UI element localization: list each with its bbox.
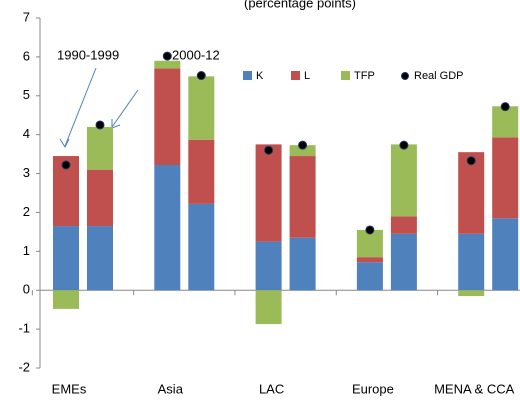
gdp-dot bbox=[61, 160, 71, 170]
bar-segment bbox=[255, 290, 282, 325]
bar-segment bbox=[390, 233, 417, 291]
legend-swatch bbox=[243, 71, 252, 80]
arrow-head bbox=[111, 119, 121, 129]
bar-segment bbox=[53, 290, 79, 309]
bar-segment bbox=[154, 60, 181, 69]
chart-title: (percentage points) bbox=[244, 0, 356, 10]
bar-segment bbox=[356, 262, 383, 291]
bar-segment bbox=[356, 229, 383, 258]
gdp-dot bbox=[162, 51, 172, 61]
gdp-dot bbox=[196, 71, 206, 81]
legend-swatch bbox=[291, 71, 300, 80]
bar-segment bbox=[458, 290, 485, 297]
bar-segment bbox=[492, 218, 519, 291]
annotations: 1990-1999 2000-12 bbox=[57, 47, 220, 149]
annotation: 2000-12 bbox=[172, 47, 220, 62]
bar-segment bbox=[458, 152, 485, 234]
gdp-dot bbox=[365, 225, 375, 235]
annotation: 1990-1999 bbox=[57, 47, 119, 62]
x-tick-label: Asia bbox=[158, 381, 184, 396]
bar-segment bbox=[356, 257, 383, 263]
legend-label: K bbox=[256, 70, 264, 82]
bar-segment bbox=[188, 139, 215, 204]
legend-label: Real GDP bbox=[414, 70, 464, 82]
bar-segment bbox=[390, 216, 417, 234]
bar-segment bbox=[492, 106, 519, 138]
bar-segment bbox=[390, 144, 417, 217]
bar-segment bbox=[87, 226, 113, 291]
y-tick-label: 3 bbox=[23, 165, 30, 180]
gdp-dot bbox=[298, 140, 308, 150]
bar-segment bbox=[255, 144, 282, 242]
y-tick-label: 1 bbox=[23, 243, 30, 258]
bar-segment bbox=[188, 203, 215, 291]
bar-segment bbox=[289, 156, 316, 238]
gdp-dot bbox=[95, 120, 105, 130]
arrow-head bbox=[59, 138, 70, 149]
bar-segment bbox=[492, 137, 519, 219]
bar-segment bbox=[87, 169, 113, 227]
x-tick-label: Europe bbox=[352, 381, 394, 396]
y-tick-label: 7 bbox=[23, 9, 30, 24]
gdp-dot bbox=[500, 102, 510, 112]
bar-segment bbox=[289, 145, 316, 157]
y-tick-label: 6 bbox=[23, 48, 30, 63]
legend-label: L bbox=[304, 70, 310, 82]
bar-segment bbox=[53, 226, 79, 291]
bar-segment bbox=[87, 126, 113, 170]
annotation-arrow bbox=[64, 67, 97, 147]
y-tick-label: -2 bbox=[18, 359, 30, 374]
bar-segment bbox=[154, 165, 181, 291]
bar-segment bbox=[154, 68, 181, 165]
annotation-arrow bbox=[111, 89, 139, 128]
y-tick-label: 4 bbox=[23, 126, 30, 141]
y-tick-label: 0 bbox=[23, 282, 30, 297]
bar-segment bbox=[458, 233, 485, 291]
y-tick-label: 5 bbox=[23, 87, 30, 102]
bar-segment bbox=[188, 76, 215, 140]
gdp-dot bbox=[264, 145, 274, 155]
legend-swatch bbox=[401, 72, 409, 80]
x-tick-label: LAC bbox=[259, 381, 284, 396]
x-tick-label: EMEs bbox=[52, 381, 87, 396]
y-tick-label: -1 bbox=[18, 321, 30, 336]
legend-swatch bbox=[341, 71, 350, 80]
legend-label: TFP bbox=[354, 70, 375, 82]
gdp-dot bbox=[466, 156, 476, 166]
bar-segment bbox=[289, 237, 316, 291]
y-tick-label: 2 bbox=[23, 204, 30, 219]
x-tick-label: MENA & CCA bbox=[434, 381, 515, 396]
gdp-dot bbox=[399, 140, 409, 150]
bar-segment bbox=[255, 241, 282, 291]
